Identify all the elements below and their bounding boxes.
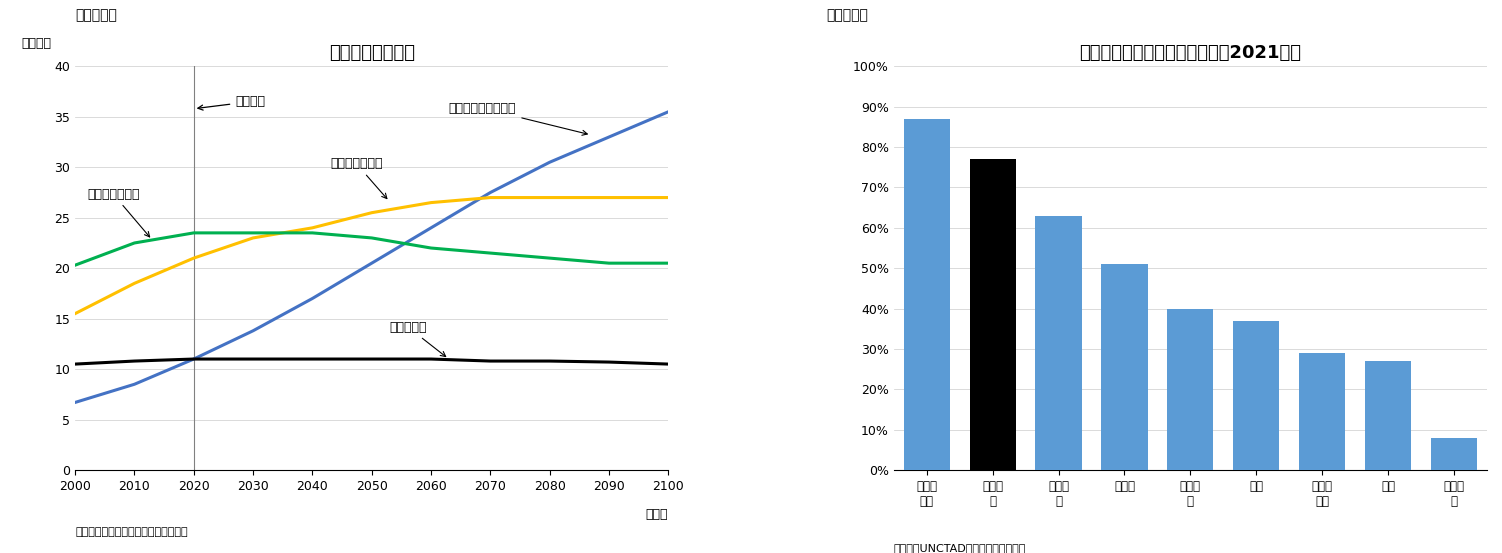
- Text: 欧州・北米: 欧州・北米: [389, 321, 446, 357]
- Text: （年）: （年）: [646, 509, 668, 521]
- Text: サブサハラアフリカ: サブサハラアフリカ: [449, 102, 587, 135]
- Bar: [1431, 438, 1476, 470]
- Bar: [1365, 361, 1412, 470]
- Bar: [904, 119, 949, 470]
- Bar: [1035, 216, 1081, 470]
- Title: 人口の長期的推移: 人口の長期的推移: [329, 44, 415, 62]
- Text: 東・東南アジア: 東・東南アジア: [87, 187, 150, 237]
- Text: （億人）: （億人）: [21, 37, 51, 50]
- Title: 地域別の一次産品輸出の割合（2021年）: 地域別の一次産品輸出の割合（2021年）: [1080, 44, 1301, 62]
- Text: （推計）: （推計）: [198, 95, 266, 110]
- Bar: [1101, 264, 1148, 470]
- Bar: [1167, 309, 1214, 470]
- Bar: [1299, 353, 1346, 470]
- Text: 中央・南アジア: 中央・南アジア: [330, 157, 388, 199]
- Text: （図表２）: （図表２）: [826, 8, 868, 22]
- Bar: [1233, 321, 1280, 470]
- Text: （資料）国際連合のデータを基に作成: （資料）国際連合のデータを基に作成: [75, 526, 188, 536]
- Bar: [970, 159, 1015, 470]
- Text: （資料）UNCTADのデータを基に作成: （資料）UNCTADのデータを基に作成: [894, 542, 1026, 552]
- Text: （図表１）: （図表１）: [75, 8, 117, 22]
